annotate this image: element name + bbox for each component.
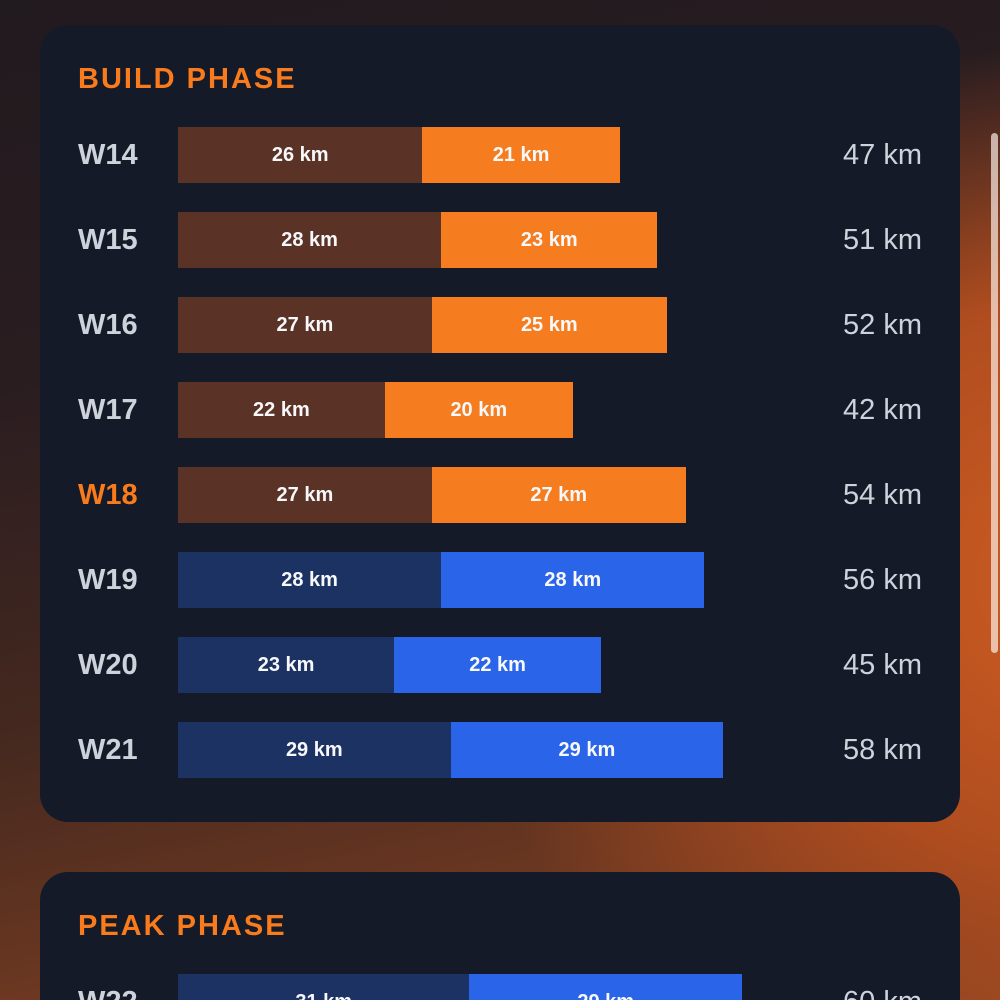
week-stacked-bar: 26 km 21 km <box>178 127 620 183</box>
week-label: W19 <box>78 563 138 596</box>
week-stacked-bar: 29 km 29 km <box>178 722 724 778</box>
week-label: W21 <box>78 733 138 766</box>
bar-segment-1: 28 km <box>178 212 442 268</box>
bar-segment-1: 27 km <box>178 467 432 523</box>
week-total: 58 km <box>843 733 922 766</box>
week-label: W17 <box>78 393 138 426</box>
week-stacked-bar: 23 km 22 km <box>178 637 601 693</box>
bar-segment-1: 28 km <box>178 552 442 608</box>
week-label: W20 <box>78 648 138 681</box>
week-row: W20 23 km 22 km 45 km <box>78 637 922 693</box>
week-label: W14 <box>78 138 138 171</box>
bar-segment-1: 22 km <box>178 382 385 438</box>
week-total: 42 km <box>843 393 922 426</box>
week-label: W16 <box>78 308 138 341</box>
bar-segment-1: 29 km <box>178 722 451 778</box>
scrollbar-thumb[interactable] <box>991 133 998 653</box>
build-phase-title: BUILD PHASE <box>78 63 297 95</box>
week-row: W18 27 km 27 km 54 km <box>78 467 922 523</box>
bar-segment-2: 20 km <box>384 382 573 438</box>
bar-segment-2: 29 km <box>469 974 742 1000</box>
bar-segment-1: 26 km <box>178 127 423 183</box>
bar-segment-1: 31 km <box>178 974 470 1000</box>
bar-segment-2: 27 km <box>431 467 686 523</box>
week-stacked-bar: 28 km 28 km <box>178 552 705 608</box>
build-phase-card: BUILD PHASE W14 26 km 21 km 47 km W15 28 km 23… <box>40 25 960 822</box>
week-row: W21 29 km 29 km 58 km <box>78 722 922 778</box>
week-stacked-bar: 28 km 23 km <box>178 212 658 268</box>
week-stacked-bar: 27 km 25 km <box>178 297 667 353</box>
week-row: W16 27 km 25 km 52 km <box>78 297 922 353</box>
week-stacked-bar: 27 km 27 km <box>178 467 686 523</box>
week-label: W15 <box>78 223 138 256</box>
build-phase-rows: W14 26 km 21 km 47 km W15 28 km 23 km 51 km W16 2… <box>78 127 922 778</box>
week-total: 56 km <box>843 563 922 596</box>
week-total: 47 km <box>843 138 922 171</box>
bar-segment-1: 27 km <box>178 297 432 353</box>
week-total: 60 km <box>843 986 922 1000</box>
peak-phase-title: PEAK PHASE <box>78 910 287 942</box>
week-stacked-bar: 22 km 20 km <box>178 382 573 438</box>
week-total: 52 km <box>843 308 922 341</box>
week-total: 45 km <box>843 648 922 681</box>
week-row: W17 22 km 20 km 42 km <box>78 382 922 438</box>
bar-segment-1: 23 km <box>178 637 395 693</box>
bar-segment-2: 22 km <box>394 637 601 693</box>
bar-segment-2: 23 km <box>441 212 658 268</box>
week-row: W14 26 km 21 km 47 km <box>78 127 922 183</box>
bar-segment-2: 21 km <box>422 127 620 183</box>
bar-segment-2: 28 km <box>441 552 705 608</box>
week-total: 54 km <box>843 478 922 511</box>
bar-segment-2: 29 km <box>450 722 724 778</box>
week-label: W22 <box>78 986 178 1000</box>
bar-segment-2: 25 km <box>431 297 667 353</box>
week-row: W19 28 km 28 km 56 km <box>78 552 922 608</box>
week-row: W15 28 km 23 km 51 km <box>78 212 922 268</box>
week-total: 51 km <box>843 223 922 256</box>
week-label: W18 <box>78 478 138 511</box>
